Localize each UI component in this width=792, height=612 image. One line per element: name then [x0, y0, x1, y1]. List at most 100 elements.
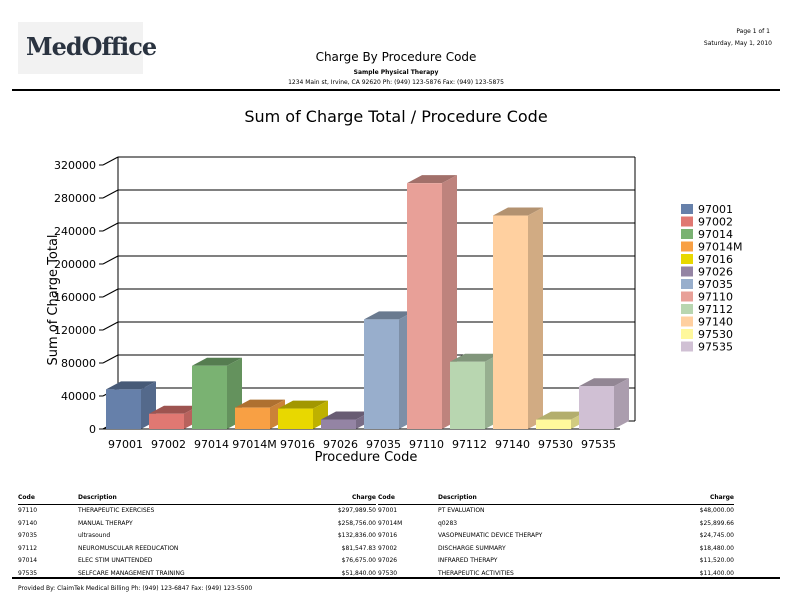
header-divider — [12, 89, 780, 91]
gridline-diagonal — [102, 321, 119, 331]
y-tick-label: 40000 — [61, 390, 96, 403]
chart-title: Sum of Charge Total / Procedure Code — [244, 107, 547, 126]
legend-swatch — [681, 266, 693, 277]
charge-cell: $51,840.00 — [341, 569, 376, 577]
legend-label: 97110 — [698, 291, 733, 304]
bar-97002 — [149, 413, 184, 429]
y-tick-label: 320000 — [54, 159, 96, 172]
bar-97001 — [106, 389, 141, 429]
code-cell: 97112 — [18, 544, 38, 552]
charge-cell: $11,400.00 — [699, 569, 734, 577]
bar-top — [278, 400, 328, 409]
charge-cell: $25,899.66 — [699, 519, 734, 527]
legend-label: 97026 — [698, 266, 733, 279]
bar-97110 — [407, 183, 442, 429]
description-cell: MANUAL THERAPY — [78, 519, 133, 527]
description-cell: INFRARED THERAPY — [438, 557, 498, 565]
code-cell: 97535 — [18, 569, 38, 577]
bar-top — [493, 207, 543, 216]
description-cell: THERAPEUTIC EXERCISES — [78, 507, 155, 515]
description-cell: DISCHARGE SUMMARY — [438, 544, 506, 552]
legend-swatch — [681, 329, 693, 339]
x-tick-label: 97014 — [194, 438, 229, 451]
charge-cell: $81,547.83 — [341, 544, 376, 552]
bar-top — [106, 381, 156, 390]
table-row: 97014 ELEC STIM UNATTENDED $76,675.00 — [18, 555, 376, 568]
x-tick-label: 97110 — [409, 438, 444, 451]
col-header: Description — [78, 491, 298, 505]
charge-cell: $132,836.00 — [337, 532, 376, 540]
code-cell: 97014 — [18, 557, 38, 565]
practice-address: 1234 Main st, Irvine, CA 92620 Ph: (949)… — [288, 79, 504, 86]
y-tick-label: 120000 — [54, 324, 96, 337]
x-tick-label: 97001 — [108, 438, 143, 451]
legend-swatch — [681, 316, 693, 327]
charge-cell: $76,675.00 — [341, 557, 376, 565]
table-row: 97112 NEUROMUSCULAR REEDUCATION $81,547.83 — [18, 542, 376, 555]
page-number: Page 1 of 1 — [736, 28, 770, 35]
col-header: Code — [18, 491, 78, 505]
x-axis-label: Procedure Code — [315, 450, 418, 465]
bar-top — [536, 411, 586, 420]
description-cell: VASOPNEUMATIC DEVICE THERAPY — [438, 532, 543, 540]
description-cell: ELEC STIM UNATTENDED — [78, 557, 153, 565]
bar-top — [407, 175, 457, 184]
bar-97035 — [364, 319, 399, 429]
medoffice-logo: MedOffice — [18, 22, 157, 74]
legend-swatch — [681, 241, 693, 252]
table-row: 97002 DISCHARGE SUMMARY $18,480.00 — [378, 542, 734, 555]
legend-label: 97530 — [698, 328, 733, 341]
legend-label: 97112 — [698, 303, 733, 316]
legend-label: 97002 — [698, 216, 733, 229]
description-cell: THERAPEUTIC ACTIVITIES — [438, 569, 514, 577]
description-cell: NEUROMUSCULAR REEDUCATION — [78, 544, 179, 552]
legend-label: 97140 — [698, 316, 733, 329]
bar-top — [149, 405, 199, 414]
code-cell: 97016 — [378, 532, 398, 540]
report-title: Charge By Procedure Code — [315, 50, 477, 64]
legend-swatch — [681, 216, 693, 227]
col-header: Description — [438, 491, 661, 505]
bar-97026 — [321, 419, 356, 429]
x-tick-label: 97112 — [452, 438, 487, 451]
x-tick-label: 97002 — [151, 438, 186, 451]
x-tick-label: 97014M — [232, 438, 276, 451]
legend-swatch — [681, 204, 693, 214]
charge-cell: $11,520.00 — [699, 557, 734, 565]
code-cell: 97530 — [378, 569, 398, 577]
y-tick-label: 200000 — [54, 258, 96, 271]
legend-swatch — [681, 229, 693, 239]
y-axis-label: Sum of Charge Total — [46, 234, 61, 365]
bar-97140 — [493, 215, 528, 429]
bar-97530 — [536, 419, 571, 429]
bar-top — [235, 399, 285, 408]
col-header: Charge — [660, 491, 734, 505]
description-cell: ultrasound — [78, 532, 111, 540]
legend-label: 97035 — [698, 278, 733, 291]
footer-divider — [12, 577, 780, 579]
col-header: Charge — [297, 491, 376, 505]
legend-label: 97014 — [698, 228, 733, 241]
bar-97112 — [450, 361, 485, 429]
bar-top — [321, 411, 371, 420]
bar-top — [192, 357, 242, 366]
gridline-diagonal — [102, 288, 119, 298]
x-tick-label: 97140 — [495, 438, 530, 451]
code-cell: 97140 — [18, 519, 38, 527]
charge-cell: $297,989.50 — [337, 507, 376, 515]
charge-cell: $24,745.00 — [699, 532, 734, 540]
x-tick-label: 97026 — [323, 438, 358, 451]
description-cell: q0283 — [438, 519, 458, 527]
table-row: 97530 THERAPEUTIC ACTIVITIES $11,400.00 — [378, 567, 734, 580]
table-row: 97035 ultrasound $132,836.00 — [18, 530, 376, 543]
bar-side — [614, 378, 629, 429]
table-row: 97001 PT EVALUATION $48,000.00 — [378, 504, 734, 517]
code-cell: 97026 — [378, 557, 398, 565]
table-row: 97140 MANUAL THERAPY $258,756.00 — [18, 517, 376, 530]
legend-swatch — [681, 291, 693, 302]
code-cell: 97002 — [378, 544, 398, 552]
bar-top — [579, 378, 629, 387]
report-date: Saturday, May 1, 2010 — [703, 40, 772, 47]
y-tick-label: 160000 — [54, 291, 96, 304]
footer-text: Provided By: ClaimTek Medical Billing Ph… — [18, 585, 253, 592]
